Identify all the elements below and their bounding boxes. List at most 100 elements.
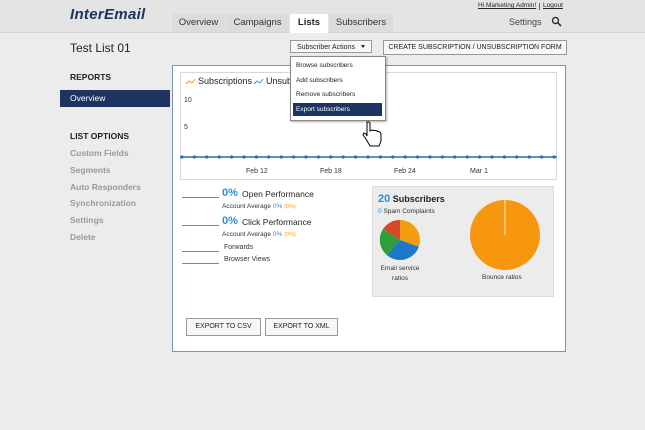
settings-link[interactable]: Settings (509, 17, 542, 27)
average: Account Average 0% (0%) (222, 203, 296, 210)
x-label: Feb 18 (320, 168, 342, 175)
stat-label: Click Performance (242, 217, 312, 227)
menu-item[interactable]: Remove subscribers (296, 91, 356, 98)
legend-entry[interactable]: Subscriptions (198, 76, 253, 86)
section-heading: REPORTS (70, 72, 112, 82)
sidebar-item[interactable]: Segments (70, 165, 111, 175)
spam: 0 Spam Complaints (378, 208, 435, 215)
chart-dot (515, 155, 519, 159)
chart-dot (230, 155, 234, 159)
click-rate: 0% (222, 215, 238, 227)
rule (182, 197, 219, 198)
stat-label: Forwards (224, 244, 254, 251)
menu-item-highlighted[interactable]: Export subscribers (293, 103, 382, 116)
chart-dot (254, 155, 258, 159)
chart-dot (465, 155, 469, 159)
legend-icon (186, 79, 196, 85)
dropdown-arrow (361, 45, 365, 48)
export-button[interactable]: EXPORT TO XML (265, 318, 338, 336)
list-title: Test List 01 (70, 41, 131, 55)
logo[interactable]: InterEmail (70, 6, 146, 23)
chart-dot (242, 155, 246, 159)
chart-dot (354, 155, 358, 159)
tab-active[interactable]: Lists (290, 14, 328, 33)
pie-label: Bounce ratios (482, 274, 522, 281)
sidebar-item[interactable]: Auto Responders (70, 182, 141, 192)
subscriber-count: 20 Subscribers (378, 193, 445, 205)
button-label: CREATE SUBSCRIPTION / UNSUBSCRIPTION FOR… (388, 44, 562, 51)
x-label: Mar 1 (470, 168, 488, 175)
button-label: EXPORT TO XML (273, 323, 330, 330)
chart-dot (540, 155, 544, 159)
chart-dot (502, 155, 506, 159)
average: Account Average 0% (0%) (222, 231, 296, 238)
sidebar-item[interactable]: Synchronization (70, 198, 137, 208)
average-paren: (0%) (284, 204, 296, 210)
chart-dot (428, 155, 432, 159)
x-label: Feb 12 (246, 168, 268, 175)
chart-area (180, 155, 557, 159)
chart-dot (316, 155, 320, 159)
open-rate: 0% (222, 187, 238, 199)
count: 20 (378, 193, 391, 205)
sidebar-item[interactable]: Custom Fields (70, 148, 129, 158)
chart-dot (267, 155, 271, 159)
tab[interactable]: Campaigns (226, 14, 289, 32)
average-paren: (0%) (284, 232, 296, 238)
menu-item[interactable]: Browse subscribers (296, 62, 353, 69)
tab[interactable]: Subscribers (329, 14, 393, 32)
chart-dot (329, 155, 333, 159)
rule (182, 251, 219, 252)
section-heading: LIST OPTIONS (70, 131, 130, 141)
bounce-pie (470, 200, 540, 270)
chart-dot (180, 155, 184, 159)
average-label: Account Average (222, 203, 272, 210)
button-label: Subscriber Actions (297, 44, 355, 51)
menu-item[interactable]: Add subscribers (296, 77, 343, 84)
y-label: 5 (184, 124, 188, 131)
separator (539, 3, 540, 10)
x-label: Feb 24 (394, 168, 416, 175)
logout-link[interactable]: Logout (543, 2, 563, 9)
button-label: EXPORT TO CSV (195, 323, 252, 330)
form-button[interactable]: CREATE SUBSCRIPTION / UNSUBSCRIPTION FOR… (383, 40, 567, 55)
chart-dot (490, 155, 494, 159)
average-label: Account Average (222, 231, 272, 238)
chart-dot (378, 155, 382, 159)
chart-dot (453, 155, 457, 159)
chart-dot (366, 155, 370, 159)
actions-button[interactable]: Subscriber Actions (290, 40, 372, 53)
export-button[interactable]: EXPORT TO CSV (186, 318, 261, 336)
sidebar-item-selected[interactable]: Overview (60, 90, 170, 107)
rule (182, 263, 219, 264)
chart-dot (192, 155, 196, 159)
user-link[interactable]: Hi Marketing Admin! (478, 2, 537, 9)
chart-dot (416, 155, 420, 159)
chart-dot (292, 155, 296, 159)
pie-label: Email service ratios (380, 265, 420, 282)
legend-icon (254, 79, 264, 85)
stat-label: Open Performance (242, 189, 314, 199)
chart-dot (279, 155, 283, 159)
chart-dot (304, 155, 308, 159)
chart-dot (217, 155, 221, 159)
email-pie (379, 219, 420, 260)
y-label: 10 (184, 97, 192, 104)
average-value: 0% (272, 203, 283, 210)
cursor (362, 121, 382, 147)
rule (182, 225, 219, 226)
chart-dot (391, 155, 395, 159)
sidebar-item[interactable]: Settings (70, 215, 104, 225)
chart-dot (341, 155, 345, 159)
stat-label: Browser Views (224, 256, 271, 263)
chart-dot (552, 155, 556, 159)
tab[interactable]: Overview (172, 14, 225, 32)
chart-dot (527, 155, 531, 159)
sidebar-item[interactable]: Delete (70, 232, 96, 242)
chart-dot (440, 155, 444, 159)
spam-count: 0 (378, 208, 382, 215)
search-icon[interactable] (551, 16, 562, 27)
chart-dot (478, 155, 482, 159)
average-value: 0% (272, 231, 283, 238)
